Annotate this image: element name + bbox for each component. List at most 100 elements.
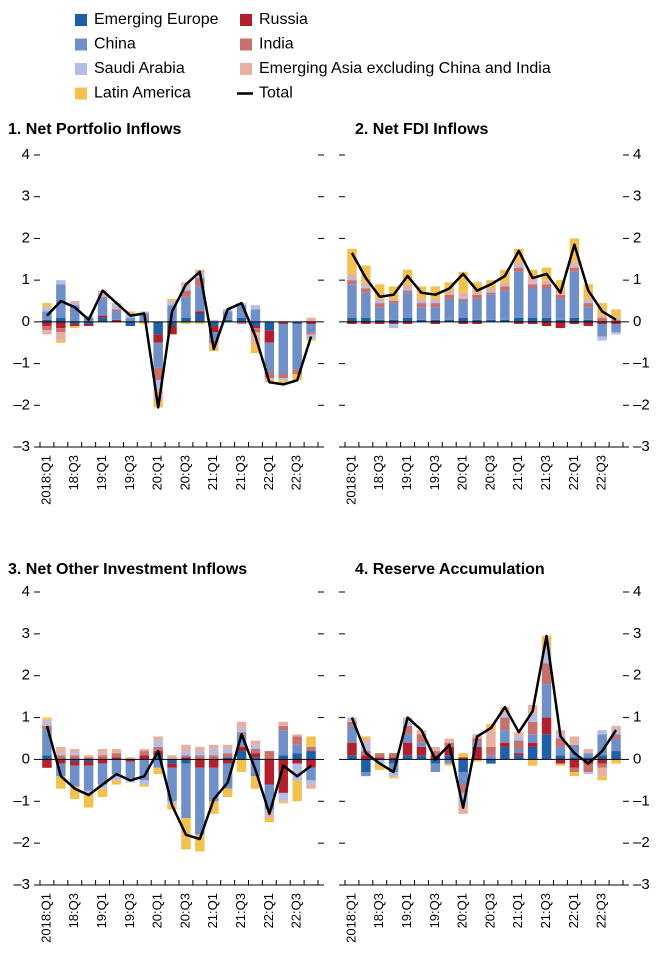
bar-segment: [486, 746, 496, 756]
legend-swatch: [240, 63, 252, 75]
legend-swatch: [75, 14, 87, 26]
bar-segment: [347, 725, 357, 743]
bar-segment: [361, 742, 371, 752]
bar-segment: [153, 767, 163, 775]
x-tick-label: 18:Q3: [371, 893, 386, 928]
total-line: [350, 243, 617, 321]
bar-segment: [111, 774, 122, 781]
bar-segment: [402, 742, 413, 756]
y-tick-label: –2: [13, 396, 30, 413]
bar-segment: [222, 744, 233, 749]
y-tick-label: –3: [633, 438, 650, 455]
bar-segment: [388, 298, 399, 301]
bar-segment: [111, 305, 122, 310]
bar-segment: [597, 776, 607, 781]
bar-segment: [222, 759, 233, 764]
bar-segment: [611, 759, 621, 764]
bar-segment: [402, 290, 413, 293]
bar-segment: [500, 717, 510, 731]
bar-segment: [70, 321, 80, 324]
bar-segment: [375, 284, 385, 299]
bar-segment: [83, 755, 94, 758]
legend-swatch: [75, 63, 87, 75]
bar-segment: [139, 748, 149, 752]
bar-segment: [111, 757, 122, 760]
bar-segment: [597, 767, 607, 777]
bar-segment: [375, 321, 385, 324]
y-tick-label: 2: [633, 667, 641, 684]
bar-segment: [278, 759, 288, 793]
bar-segment: [430, 751, 441, 756]
bar-segment: [402, 734, 413, 743]
x-tick-label: 22:Q3: [594, 893, 609, 928]
bar-segment: [125, 757, 136, 760]
bar-segment: [458, 292, 468, 297]
bar-segment: [42, 307, 52, 312]
bar-segment: [388, 776, 399, 779]
bar-segment: [250, 305, 261, 310]
bar-segment: [486, 755, 496, 760]
y-tick-label: 3: [633, 188, 641, 205]
y-tick-label: –3: [13, 876, 30, 893]
bar-segment: [388, 301, 399, 304]
x-tick-label: 19:Q1: [399, 455, 414, 490]
bar-segment: [416, 319, 427, 322]
bar-segment: [42, 755, 52, 760]
x-tick-label: 19:Q3: [427, 455, 442, 490]
bar-segment: [541, 642, 552, 651]
bar-segment: [264, 371, 275, 379]
bar-segment: [541, 317, 552, 322]
x-tick-label: 2018:Q1: [343, 893, 358, 943]
bar-segment: [444, 755, 454, 760]
bar-segment: [278, 374, 288, 379]
bar-segment: [56, 321, 66, 329]
x-tick-label: 18:Q3: [371, 455, 386, 490]
bar-segment: [444, 298, 454, 320]
bar-segment: [70, 301, 80, 304]
bar-segment: [236, 728, 247, 733]
y-tick-label: 2: [633, 229, 641, 246]
bar-segment: [347, 742, 357, 756]
bar-segment: [236, 321, 247, 324]
bar-segment: [167, 755, 177, 760]
bar-segment: [209, 332, 219, 341]
x-tick-label: 19:Q1: [94, 455, 109, 490]
bar-segment: [195, 759, 205, 768]
bar-segment: [555, 738, 566, 747]
bar-segment: [97, 296, 108, 299]
y-tick-label: –1: [633, 792, 650, 809]
bar-segment: [416, 301, 427, 304]
bar-segment: [167, 759, 177, 764]
bar-segment: [264, 342, 275, 372]
bar-segment: [458, 753, 468, 758]
bar-segment: [569, 267, 580, 272]
x-tick-label: 21:Q3: [538, 455, 553, 490]
bar-segment: [375, 307, 385, 320]
bar-segment: [527, 713, 538, 722]
legend-swatch: [240, 14, 252, 26]
bar-segment: [458, 298, 468, 301]
bar-segment: [167, 298, 177, 301]
bar-segment: [430, 321, 441, 324]
legend-label: Emerging Europe: [94, 11, 219, 28]
bar-segment: [292, 736, 302, 745]
bar-segment: [430, 319, 441, 322]
bar-segment: [111, 309, 122, 312]
bar-segment: [181, 763, 191, 819]
bar-segment: [361, 738, 371, 743]
bar-segment: [514, 732, 524, 737]
bar-segment: [97, 784, 108, 789]
bar-segment: [292, 321, 302, 324]
bar-segment: [555, 294, 566, 299]
bar-segment: [555, 746, 566, 756]
x-tick-label: 22:Q1: [261, 455, 276, 490]
bar-segment: [458, 317, 468, 322]
bar-segment: [264, 330, 275, 343]
legend-swatch: [75, 38, 87, 51]
bar-segment: [209, 755, 219, 760]
bar-segment: [402, 317, 413, 322]
bar-segment: [111, 748, 122, 754]
bar-segment: [56, 759, 66, 764]
bar-segment: [500, 282, 510, 287]
bar-segment: [347, 278, 357, 281]
